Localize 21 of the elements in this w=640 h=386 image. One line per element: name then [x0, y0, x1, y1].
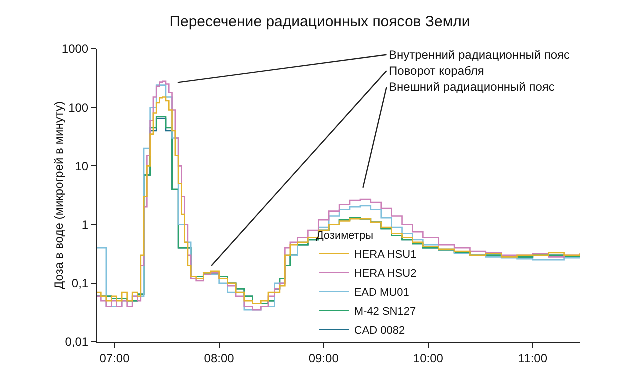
- x-tick-label: 08:00: [204, 351, 235, 366]
- y-tick-label: 0,01: [65, 335, 89, 350]
- y-tick-label: 1000: [62, 42, 89, 56]
- annotation: Внутренний радиационный пояс: [389, 48, 570, 62]
- annotation: Внешний радиационный пояс: [389, 80, 555, 94]
- x-tick-label: 11:00: [518, 351, 548, 366]
- legend-label: HERA HSU1: [354, 249, 417, 262]
- legend-label: HERA HSU2: [354, 268, 417, 280]
- y-tick-label: 10: [75, 159, 89, 174]
- legend-label: CAD 0082: [354, 325, 406, 338]
- annotation: Поворот корабля: [389, 64, 484, 78]
- legend-label: EAD MU01: [354, 287, 410, 300]
- x-tick-label: 07:00: [100, 351, 130, 366]
- y-tick-label: 100: [68, 100, 89, 115]
- chart-title: Пересечение радиационных поясов Земли: [170, 13, 470, 30]
- x-tick-label: 09:00: [308, 351, 340, 366]
- legend-label: M-42 SN127: [354, 306, 416, 318]
- y-axis-title: Доза в воде (микрогрей в минуту): [52, 102, 66, 290]
- y-tick-label: 1: [82, 218, 89, 232]
- x-tick-label: 10:00: [413, 351, 444, 366]
- y-tick-label: 0,1: [72, 276, 89, 291]
